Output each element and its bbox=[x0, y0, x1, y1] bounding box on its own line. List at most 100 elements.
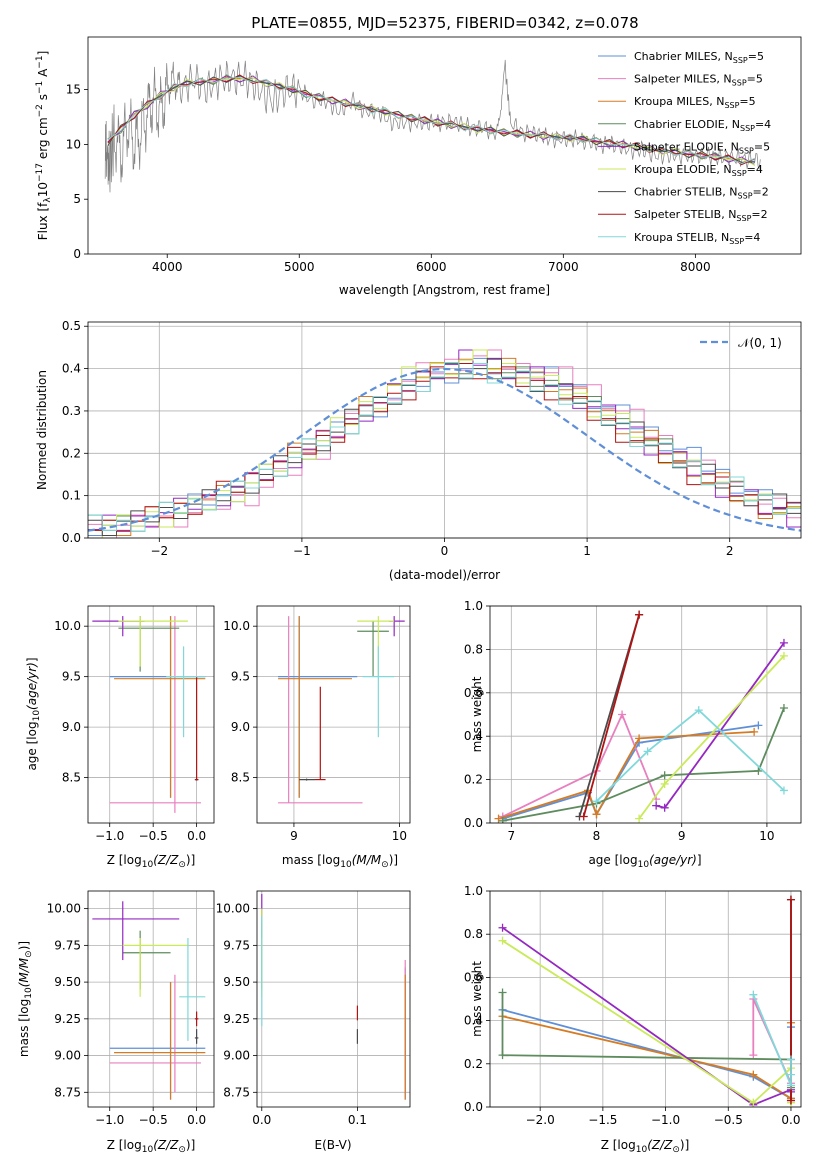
weight-marker bbox=[779, 703, 788, 712]
y-axis-label: mass weight bbox=[470, 676, 484, 752]
y-tick-label: 0.0 bbox=[464, 816, 483, 830]
x-tick-label: 10 bbox=[392, 829, 407, 843]
y-tick-label: 0 bbox=[73, 247, 81, 261]
y-tick-label: 9.25 bbox=[223, 1012, 250, 1026]
weight-marker bbox=[498, 988, 507, 997]
figure-title: PLATE=0855, MJD=52375, FIBERID=0342, z=0… bbox=[251, 14, 638, 32]
y-tick-label: 10.0 bbox=[223, 619, 250, 633]
x-tick-label: −1 bbox=[293, 544, 311, 558]
mass-vs-z-axes: −1.0 −0.5 0.0 8.75 9.00 9.25 9.50 9.75 10.00 Z [l… bbox=[17, 890, 215, 1155]
x-axis-label: wavelength [Angstrom, rest frame] bbox=[339, 283, 550, 297]
weight-vs-age-axes: 7 8 9 10 0.0 0.2 0.4 0.6 0.8 1.0 mass weight age [l… bbox=[464, 599, 802, 870]
x-axis-label: Z [log10(Z/Z⊙)] bbox=[107, 853, 196, 870]
x-tick-label: −1.0 bbox=[651, 1113, 680, 1127]
y-tick-label: 0.8 bbox=[464, 642, 483, 656]
legend-label: Salpeter STELIB, NSSP=2 bbox=[634, 208, 768, 223]
y-tick-label: 9.00 bbox=[54, 1049, 81, 1063]
mass-vs-z-plot-area bbox=[92, 901, 206, 1100]
y-tick-label: 0.4 bbox=[62, 362, 81, 376]
x-axis-label: Z [log10(Z/Z⊙)] bbox=[601, 1138, 690, 1155]
legend-label: Chabrier STELIB, NSSP=2 bbox=[634, 186, 769, 201]
y-tick-label: 9.75 bbox=[54, 938, 81, 952]
weight-marker bbox=[498, 816, 507, 823]
y-tick-label: 8.5 bbox=[62, 771, 81, 785]
y-tick-label: 9.5 bbox=[231, 670, 250, 684]
weight-marker bbox=[694, 706, 703, 715]
residuals-plot-area bbox=[88, 349, 801, 538]
x-tick-label: −1.5 bbox=[588, 1113, 617, 1127]
y-tick-label: 10.00 bbox=[216, 902, 250, 916]
axes-frame bbox=[489, 890, 802, 1108]
mass-vs-ebv-axes: 0.0 0.1 8.75 9.00 9.25 9.50 9.75 10.00 E(B-V) bbox=[216, 890, 411, 1152]
x-tick-label: 2 bbox=[726, 544, 734, 558]
model-line-kroupa-stelib bbox=[107, 76, 755, 164]
weight-marker bbox=[494, 814, 503, 823]
x-tick-label: 0.0 bbox=[187, 1113, 206, 1127]
legend-label: Kroupa STELIB, NSSP=4 bbox=[634, 231, 760, 246]
y-tick-label: 9.0 bbox=[62, 720, 81, 734]
y-axis-label: age [log10(age/yr)] bbox=[25, 657, 42, 770]
x-tick-label: 10 bbox=[759, 829, 774, 843]
x-tick-label: 5000 bbox=[284, 260, 315, 274]
y-tick-label: 0.5 bbox=[62, 319, 81, 333]
y-tick-label: 8.5 bbox=[231, 771, 250, 785]
y-tick-label: 0.3 bbox=[62, 404, 81, 418]
weight-marker bbox=[786, 1070, 795, 1079]
normal-curve bbox=[88, 367, 801, 532]
x-tick-label: −0.5 bbox=[139, 1113, 168, 1127]
y-axis-label: mass weight bbox=[470, 961, 484, 1037]
weight-marker bbox=[635, 734, 644, 743]
weight-marker bbox=[786, 1096, 795, 1105]
weight-marker bbox=[749, 1098, 758, 1107]
y-tick-label: 15 bbox=[66, 83, 81, 97]
weight-line bbox=[502, 1008, 792, 1100]
x-axis-label: mass [log10(M/M⊙)] bbox=[282, 853, 398, 870]
y-tick-label: 0.8 bbox=[464, 927, 483, 941]
legend-label: Chabrier ELODIE, NSSP=4 bbox=[634, 118, 771, 133]
y-tick-label: 0.0 bbox=[464, 1100, 483, 1114]
weight-vs-z-plot-area bbox=[498, 895, 795, 1107]
x-tick-label: −2.0 bbox=[526, 1113, 555, 1127]
y-tick-label: 9.5 bbox=[62, 670, 81, 684]
age-vs-z-axes: −1.0 −0.5 0.0 8.5 9.0 9.5 10.0 Z [log10(Z/Z⊙)] a… bbox=[25, 605, 215, 870]
x-tick-label: −1.0 bbox=[95, 1113, 124, 1127]
age-vs-z-plot-area bbox=[92, 616, 206, 813]
axes-frame bbox=[489, 605, 802, 824]
y-tick-label: 0.0 bbox=[62, 531, 81, 545]
legend-label: Chabrier MILES, NSSP=5 bbox=[634, 50, 764, 65]
weight-marker bbox=[786, 1081, 795, 1090]
weight-marker bbox=[660, 771, 669, 780]
weight-marker bbox=[635, 610, 644, 619]
axes-frame bbox=[256, 605, 411, 824]
weight-marker bbox=[779, 638, 788, 647]
weight-marker bbox=[750, 727, 759, 736]
axes-frame bbox=[256, 890, 411, 1108]
y-tick-label: 10.0 bbox=[54, 619, 81, 633]
x-tick-label: 0 bbox=[441, 544, 449, 558]
y-tick-label: 9.75 bbox=[223, 938, 250, 952]
model-line-chabrier-stelib bbox=[107, 75, 755, 163]
x-tick-label: 8 bbox=[593, 829, 601, 843]
y-tick-label: 9.25 bbox=[54, 1012, 81, 1026]
y-tick-label: 8.75 bbox=[54, 1085, 81, 1099]
x-tick-label: 4000 bbox=[152, 260, 183, 274]
x-tick-label: −1.0 bbox=[95, 829, 124, 843]
spectrum-axes: 4000 5000 6000 7000 8000 0 5 10 15 wavelength [An… bbox=[35, 36, 802, 297]
y-tick-label: 0.2 bbox=[464, 1057, 483, 1071]
weight-marker bbox=[786, 1055, 795, 1064]
y-tick-label: 9.50 bbox=[223, 975, 250, 989]
weight-line bbox=[752, 994, 792, 1086]
weight-marker bbox=[754, 766, 763, 775]
x-tick-label: −0.5 bbox=[714, 1113, 743, 1127]
y-tick-label: 9.50 bbox=[54, 975, 81, 989]
y-tick-label: 10.00 bbox=[47, 902, 81, 916]
weight-line bbox=[501, 926, 792, 1106]
legend-label: Salpeter ELODIE, NSSP=5 bbox=[634, 140, 770, 155]
x-tick-label: 0.0 bbox=[187, 829, 206, 843]
x-tick-label: −0.5 bbox=[139, 829, 168, 843]
y-tick-label: 1.0 bbox=[464, 884, 483, 898]
y-tick-label: 9.0 bbox=[231, 720, 250, 734]
y-tick-label: 0.4 bbox=[464, 1014, 483, 1028]
weight-marker bbox=[643, 747, 652, 756]
